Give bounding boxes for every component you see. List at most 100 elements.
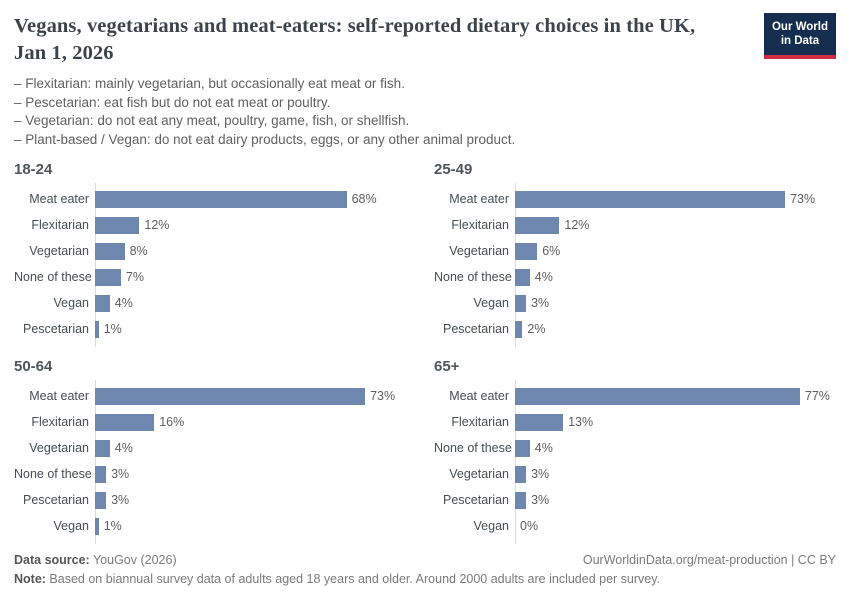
footer-source-row: Data source: YouGov (2026) OurWorldinDat… bbox=[14, 553, 836, 567]
data-source-label: Data source: bbox=[14, 553, 90, 568]
attribution-link[interactable]: OurWorldinData.org/meat-production | CC … bbox=[582, 553, 836, 568]
category-label: Vegan bbox=[53, 519, 89, 534]
bar[interactable] bbox=[515, 242, 538, 260]
value-label: 3% bbox=[111, 493, 130, 508]
bar[interactable] bbox=[95, 242, 125, 260]
facet-title: 50-64 bbox=[14, 358, 53, 376]
value-label: 6% bbox=[542, 244, 561, 259]
bar-plot: Meat eater 77% Flexitarian 13% None of these… bbox=[434, 380, 836, 545]
bar-row: Flexitarian 12% bbox=[14, 212, 416, 238]
plot-area: 6% bbox=[515, 242, 836, 260]
bar-row: Pescetarian 2% bbox=[434, 316, 836, 342]
facet-65+: 65+ Meat eater 77% Flexitarian 13% None of th… bbox=[434, 358, 836, 545]
plot-area: 7% bbox=[95, 268, 416, 286]
plot-area: 2% bbox=[515, 320, 836, 338]
bar[interactable] bbox=[515, 216, 560, 234]
plot-area: 4% bbox=[95, 294, 416, 312]
bar[interactable] bbox=[515, 294, 527, 312]
plot-area: 3% bbox=[515, 465, 836, 483]
value-label: 3% bbox=[531, 467, 550, 482]
value-label: 3% bbox=[531, 296, 550, 311]
bar-row: Vegan 1% bbox=[14, 513, 416, 539]
y-axis-line bbox=[95, 183, 96, 348]
bar[interactable] bbox=[95, 190, 347, 208]
plot-area: 68% bbox=[95, 190, 416, 208]
bar-row: None of these 7% bbox=[14, 264, 416, 290]
bar[interactable] bbox=[515, 190, 786, 208]
facet-50-64: 50-64 Meat eater 73% Flexitarian 16% Vegetari… bbox=[14, 358, 416, 545]
category-label: Flexitarian bbox=[451, 415, 509, 430]
header: Vegans, vegetarians and meat-eaters: sel… bbox=[14, 13, 836, 66]
bar-row: Vegetarian 3% bbox=[434, 461, 836, 487]
value-label: 16% bbox=[159, 415, 185, 430]
bar-plot: Meat eater 73% Flexitarian 12% Vegetarian 6% N… bbox=[434, 183, 836, 348]
bar[interactable] bbox=[95, 413, 155, 431]
category-label: Meat eater bbox=[29, 389, 89, 404]
category-label: Flexitarian bbox=[31, 218, 89, 233]
category-label: None of these bbox=[14, 270, 92, 285]
bar-row: Meat eater 68% bbox=[14, 186, 416, 212]
plot-area: 8% bbox=[95, 242, 416, 260]
plot-area: 77% bbox=[515, 387, 836, 405]
bar-row: None of these 3% bbox=[14, 461, 416, 487]
bar-row: Vegan 0% bbox=[434, 513, 836, 539]
bar[interactable] bbox=[95, 491, 107, 509]
plot-area: 0% bbox=[515, 518, 836, 535]
category-label: Vegetarian bbox=[449, 467, 509, 482]
bar[interactable] bbox=[515, 413, 564, 431]
value-label: 4% bbox=[114, 296, 133, 311]
category-label: Pescetarian bbox=[442, 322, 509, 337]
definition-line-vegan: – Plant-based / Vegan: do not eat dairy … bbox=[14, 131, 516, 147]
owid-logo-line2: in Data bbox=[780, 35, 820, 48]
owid-logo-stripe bbox=[763, 54, 836, 59]
value-label: 73% bbox=[370, 389, 396, 404]
bar[interactable] bbox=[95, 294, 110, 312]
plot-area: 3% bbox=[95, 465, 416, 483]
category-label: Meat eater bbox=[449, 192, 509, 207]
bar[interactable] bbox=[95, 268, 121, 286]
plot-area: 73% bbox=[95, 387, 416, 405]
category-label: Flexitarian bbox=[31, 415, 89, 430]
facet-18-24: 18-24 Meat eater 68% Flexitarian 12% Vegetari… bbox=[14, 161, 416, 348]
plot-area: 3% bbox=[95, 491, 416, 509]
bar[interactable] bbox=[95, 387, 366, 405]
value-label: 1% bbox=[103, 519, 122, 534]
plot-area: 4% bbox=[515, 439, 836, 457]
definition-line-pescetarian: – Pescetarian: eat fish but do not eat m… bbox=[14, 94, 331, 110]
bar[interactable] bbox=[95, 216, 140, 234]
bar-row: Vegan 3% bbox=[434, 290, 836, 316]
value-label: 12% bbox=[564, 218, 590, 233]
facet-grid: 18-24 Meat eater 68% Flexitarian 12% Vegetari… bbox=[14, 161, 836, 545]
value-label: 3% bbox=[531, 493, 550, 508]
y-axis-line bbox=[515, 380, 516, 545]
plot-area: 13% bbox=[515, 413, 836, 431]
category-label: Meat eater bbox=[449, 389, 509, 404]
bar[interactable] bbox=[515, 439, 530, 457]
plot-area: 1% bbox=[95, 320, 416, 338]
bar-row: Vegetarian 6% bbox=[434, 238, 836, 264]
category-label: Vegetarian bbox=[29, 441, 89, 456]
y-axis-line bbox=[95, 380, 96, 545]
bar[interactable] bbox=[515, 491, 527, 509]
plot-area: 3% bbox=[515, 491, 836, 509]
value-label: 68% bbox=[351, 192, 377, 207]
bar-row: Vegetarian 4% bbox=[14, 435, 416, 461]
bar[interactable] bbox=[515, 465, 527, 483]
bar[interactable] bbox=[95, 517, 99, 535]
category-label: Pescetarian bbox=[442, 493, 509, 508]
plot-area: 4% bbox=[515, 268, 836, 286]
plot-area: 1% bbox=[95, 517, 416, 535]
bar[interactable] bbox=[515, 387, 800, 405]
bar[interactable] bbox=[95, 439, 110, 457]
bar[interactable] bbox=[515, 320, 523, 338]
owid-logo[interactable]: Our World in Data bbox=[763, 13, 836, 59]
y-axis-line bbox=[515, 183, 516, 348]
category-label: None of these bbox=[434, 441, 512, 456]
bar[interactable] bbox=[515, 268, 530, 286]
bar[interactable] bbox=[95, 465, 107, 483]
bar[interactable] bbox=[95, 320, 99, 338]
category-label: None of these bbox=[434, 270, 512, 285]
category-label: Vegan bbox=[473, 519, 509, 534]
facet-title: 25-49 bbox=[434, 161, 473, 179]
bar-row: Meat eater 73% bbox=[14, 383, 416, 409]
